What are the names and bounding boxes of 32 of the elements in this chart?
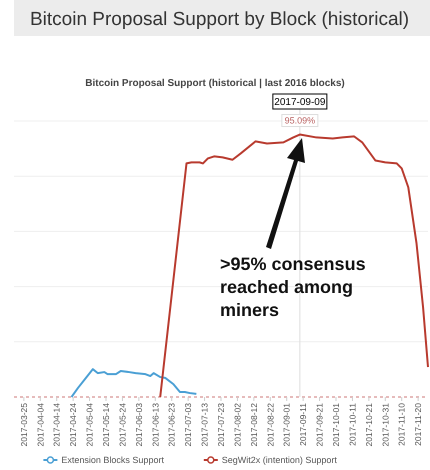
legend-label: Extension Blocks Support: [61, 455, 164, 465]
legend-label: SegWit2x (intention) Support: [222, 455, 338, 465]
x-tick-label: 2017-04-04: [35, 402, 46, 446]
chart-subtitle: Bitcoin Proposal Support (historical | last 2016 blocks): [85, 78, 345, 89]
x-tick-label: 2017-04-14: [52, 402, 62, 446]
x-tick-label: 2017-11-20: [413, 402, 424, 446]
x-tick-label: 2017-07-23: [216, 402, 226, 446]
x-tick-label: 2017-06-03: [134, 402, 144, 446]
x-tick-label: 2017-05-14: [101, 402, 111, 446]
x-tick-label: 2017-07-13: [200, 402, 210, 446]
ref-line-label: 2017-09-09: [274, 97, 326, 108]
x-tick-label: 2017-10-31: [380, 402, 390, 446]
x-tick-label: 2017-09-11: [298, 402, 308, 446]
x-tick-label: 2017-09-01: [282, 402, 292, 446]
chart-title: Bitcoin Proposal Support by Block (historical): [30, 9, 410, 30]
x-tick-label: 2017-06-13: [150, 402, 160, 446]
x-tick-label: 2017-03-25: [18, 402, 29, 446]
x-tick-label: 2017-05-04: [84, 402, 95, 446]
annotation: 95.09%: [284, 116, 316, 126]
x-tick-label: 2017-10-11: [347, 402, 358, 446]
x-tick-label: 2017-09-21: [314, 402, 325, 446]
annotation: >95% consensus reached among miners: [220, 254, 366, 320]
x-tick-label: 2017-07-03: [183, 402, 194, 446]
x-tick-label: 2017-08-12: [248, 402, 259, 446]
x-tick-label: 2017-10-21: [364, 402, 374, 446]
x-tick-label: 2017-08-02: [232, 402, 242, 446]
x-tick-label: 2017-06-23: [166, 402, 177, 446]
x-tick-label: 2017-08-22: [265, 402, 276, 446]
x-tick-label: 2017-11-10: [396, 402, 407, 446]
x-tick-label: 2017-10-01: [331, 402, 341, 446]
x-tick-label: 2017-04-24: [68, 402, 78, 446]
x-tick-label: 2017-05-24: [117, 402, 128, 446]
